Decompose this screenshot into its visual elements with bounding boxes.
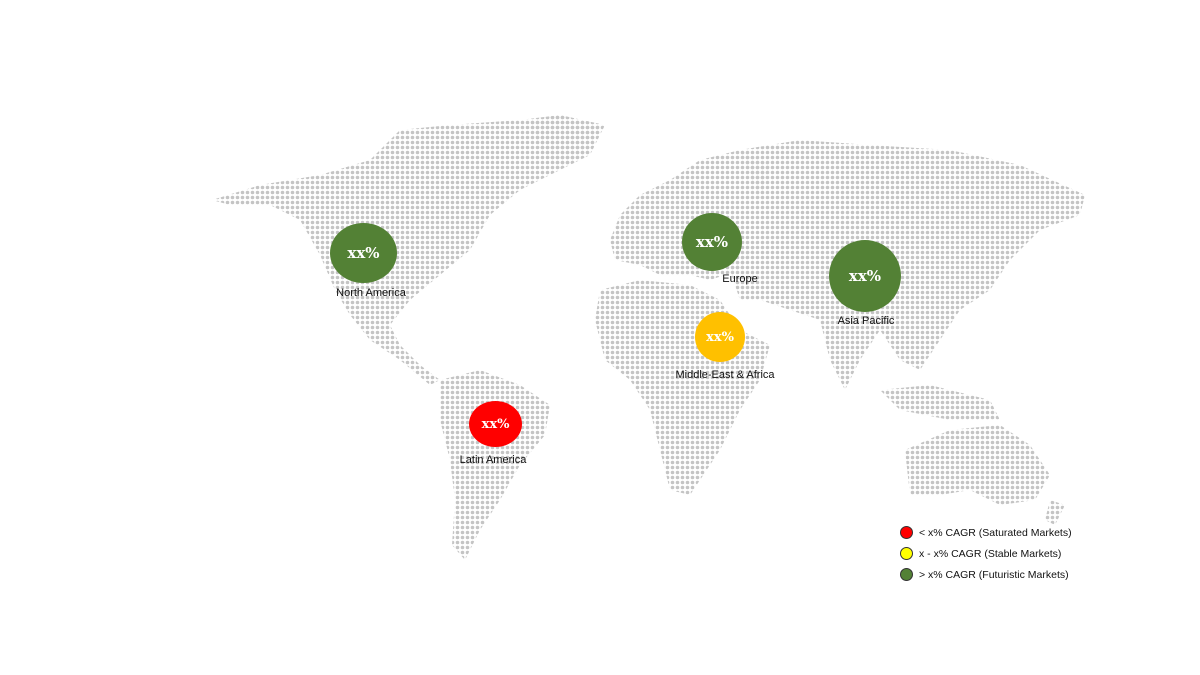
- legend: < x% CAGR (Saturated Markets) x - x% CAG…: [900, 522, 1072, 585]
- region-bubble-europe: xx%: [682, 213, 742, 271]
- region-label-europe: Europe: [722, 273, 758, 285]
- region-label-north-america: North America: [336, 287, 406, 299]
- yellow-dot-icon: [900, 547, 913, 560]
- legend-label: > x% CAGR (Futuristic Markets): [919, 568, 1069, 581]
- africa-shape: [595, 280, 770, 495]
- legend-label: x - x% CAGR (Stable Markets): [919, 547, 1062, 560]
- legend-label: < x% CAGR (Saturated Markets): [919, 526, 1072, 539]
- region-bubble-asia-pacific: xx%: [829, 240, 901, 312]
- australia-shape: [905, 425, 1050, 505]
- greenland-shape: [530, 115, 605, 170]
- new-zealand-shape: [1045, 500, 1065, 525]
- region-label-middle-east-africa: Middle-East & Africa: [675, 369, 775, 381]
- asia-shape: [730, 140, 1085, 390]
- red-dot-icon: [900, 526, 913, 539]
- region-label-asia-pacific: Asia Pacific: [837, 315, 895, 327]
- north-america-shape: [212, 115, 600, 385]
- region-bubble-latin-america: xx%: [469, 401, 522, 447]
- region-bubble-middle-east-africa: xx%: [695, 312, 745, 362]
- legend-item-futuristic: > x% CAGR (Futuristic Markets): [900, 564, 1072, 585]
- region-bubble-north-america: xx%: [330, 223, 397, 283]
- region-label-latin-america: Latin America: [459, 454, 527, 466]
- south-america-shape: [440, 370, 550, 560]
- legend-item-saturated: < x% CAGR (Saturated Markets): [900, 522, 1072, 543]
- green-dot-icon: [900, 568, 913, 581]
- legend-item-stable: x - x% CAGR (Stable Markets): [900, 543, 1072, 564]
- indonesia-shape: [880, 385, 1000, 420]
